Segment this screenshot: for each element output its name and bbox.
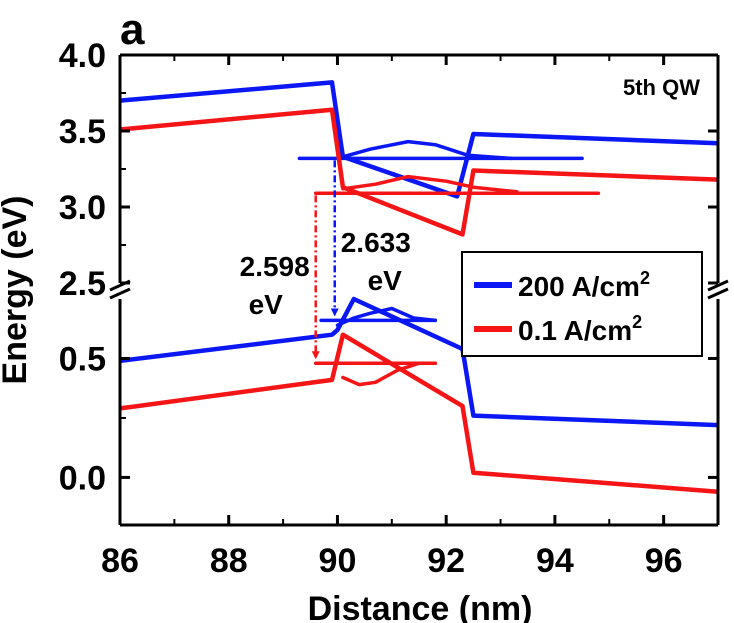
break-mark-right-2 — [707, 287, 729, 300]
transition-energy-red: 2.598 — [240, 251, 310, 282]
legend-label-200: 200 A/cm2 — [518, 268, 650, 302]
y-tick-label-upper-3.0: 3.0 — [59, 189, 106, 227]
y-axis-label: Energy (eV) — [0, 196, 34, 385]
x-tick-label-96: 96 — [645, 542, 683, 580]
valence-band-200 — [120, 296, 718, 428]
panel-label: a — [120, 5, 145, 54]
legend: 200 A/cm2 0.1 A/cm2 — [461, 251, 703, 357]
transition-energy-blue: 2.633 — [341, 227, 411, 258]
legend-box — [461, 251, 703, 357]
legend-entry-200: 200 A/cm2 — [474, 268, 650, 302]
valence-band-01 — [120, 332, 718, 494]
annotation-layer: 2.633 eV 2.598 eV — [240, 160, 411, 360]
y-tick-label-upper-4.0: 4.0 — [59, 37, 106, 75]
x-axis-label: Distance (nm) — [308, 590, 533, 623]
x-tick-label-92: 92 — [427, 542, 465, 580]
hole-wavefunction-01 — [341, 361, 438, 387]
break-mark-left-2 — [109, 287, 131, 300]
series-layer — [120, 80, 718, 494]
panel-annotation: 5th QW — [623, 75, 700, 100]
series-01 — [120, 107, 718, 494]
tick-layer: 86 88 90 92 94 96 2.5 3.0 3.5 4.0 0.0 0.5 — [59, 37, 719, 580]
y-tick-label-upper-2.5: 2.5 — [59, 265, 106, 303]
series-200 — [120, 80, 718, 428]
electron-wavefunction-200 — [341, 139, 514, 161]
legend-label-01: 0.1 A/cm2 — [518, 312, 642, 346]
y-tick-label-upper-3.5: 3.5 — [59, 113, 106, 151]
y-tick-label-lower-0.0: 0.0 — [59, 459, 106, 497]
x-tick-label-94: 94 — [536, 542, 574, 580]
hole-wavefunction-200 — [335, 306, 438, 327]
conduction-band-200 — [120, 80, 718, 199]
break-mark-right-1 — [707, 279, 729, 292]
transition-unit-red: eV — [249, 289, 284, 320]
x-tick-label-86: 86 — [101, 542, 139, 580]
y-tick-label-lower-0.5: 0.5 — [59, 340, 106, 378]
conduction-band-01 — [120, 107, 718, 237]
x-tick-label-90: 90 — [319, 542, 357, 580]
electron-wavefunction-01 — [341, 174, 519, 194]
x-tick-label-88: 88 — [210, 542, 248, 580]
transition-unit-blue: eV — [368, 265, 403, 296]
legend-entry-01: 0.1 A/cm2 — [474, 312, 642, 346]
